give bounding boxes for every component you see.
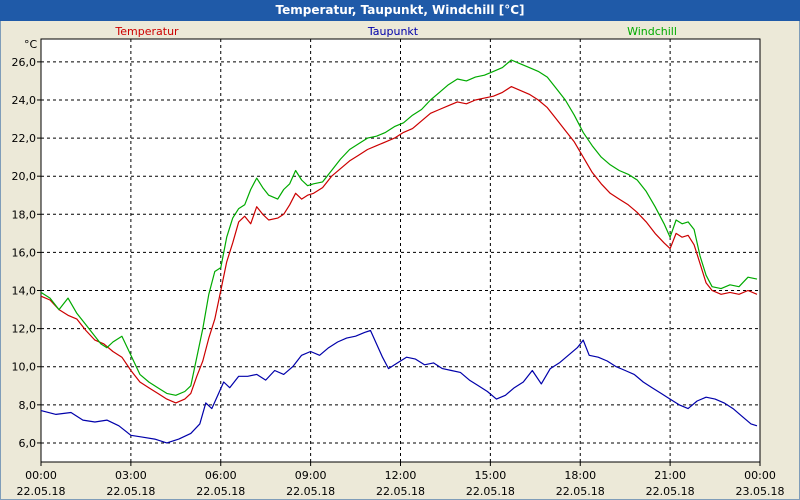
- y-tick-label: 18,0: [12, 208, 37, 221]
- legend: Temperatur Taupunkt Windchill: [114, 25, 677, 38]
- x-tick-time-label: 00:00: [744, 469, 776, 482]
- y-axis-unit-label: °C: [24, 38, 38, 51]
- x-tick-time-label: 03:00: [115, 469, 147, 482]
- series-line-temperatur: [40, 85, 758, 404]
- x-tick-time-label: 15:00: [475, 469, 507, 482]
- x-tick-time-label: 21:00: [654, 469, 686, 482]
- series-line-taupunkt: [40, 329, 758, 444]
- y-tick-label: 16,0: [12, 246, 37, 259]
- x-tick-time-label: 18:00: [564, 469, 596, 482]
- legend-entry-temperatur: Temperatur: [114, 25, 179, 38]
- y-tick-label: 12,0: [12, 323, 37, 336]
- x-tick-date-label: 22.05.18: [286, 485, 335, 498]
- x-tick-date-label: 22.05.18: [196, 485, 245, 498]
- x-tick-date-label: 22.05.18: [556, 485, 605, 498]
- x-tick-time-label: 00:00: [25, 469, 57, 482]
- legend-entry-taupunkt: Taupunkt: [367, 25, 419, 38]
- y-tick-label: 20,0: [12, 170, 37, 183]
- y-tick-label: 10,0: [12, 361, 37, 374]
- y-tick-label: 6,0: [19, 437, 37, 450]
- y-tick-label: 24,0: [12, 94, 37, 107]
- legend-entry-windchill: Windchill: [627, 25, 677, 38]
- x-tick-time-label: 06:00: [205, 469, 237, 482]
- x-tick-date-label: 22.05.18: [466, 485, 515, 498]
- x-tick-date-label: 23.05.18: [736, 485, 785, 498]
- x-tick-date-label: 22.05.18: [376, 485, 425, 498]
- x-tick-time-label: 09:00: [295, 469, 327, 482]
- series-line-windchill: [40, 59, 758, 396]
- x-axis-ticks: 00:00 22.05.18 03:00 22.05.18 06:00 22.05.18 0…: [17, 462, 785, 498]
- x-tick-time-label: 12:00: [385, 469, 417, 482]
- y-tick-label: 14,0: [12, 285, 37, 298]
- x-tick-date-label: 22.05.18: [106, 485, 155, 498]
- x-tick-date-label: 22.05.18: [17, 485, 66, 498]
- chart-title: Temperatur, Taupunkt, Windchill [°C]: [0, 0, 800, 21]
- y-axis-ticks: 6,0 8,0 10,0 12,0 14,0 16,0 18,0 20,0 22,0 24,0 26…: [12, 56, 41, 450]
- grid-lines: [41, 39, 760, 462]
- y-tick-label: 26,0: [12, 56, 37, 69]
- x-tick-date-label: 22.05.18: [646, 485, 695, 498]
- series-lines: [40, 59, 758, 444]
- y-tick-label: 22,0: [12, 132, 37, 145]
- y-tick-label: 8,0: [19, 399, 37, 412]
